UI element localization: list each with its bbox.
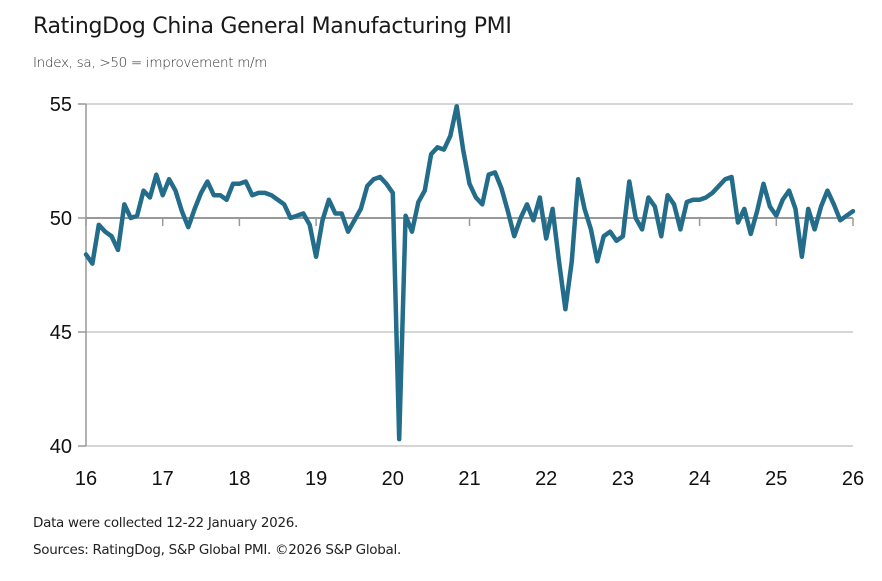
x-tick-label: 22: [535, 468, 557, 490]
line-layer: [83, 104, 856, 442]
series-line-pmi: [83, 104, 856, 442]
chart-subtitle: Index, sa, >50 = improvement m/m: [33, 55, 268, 71]
axis-layer: [78, 103, 854, 447]
y-tick-label: 45: [50, 322, 72, 344]
x-tick-label: 25: [765, 468, 787, 490]
x-tick-label: 16: [75, 468, 97, 490]
x-tick-label: 18: [228, 468, 250, 490]
x-tick-label: 19: [305, 468, 327, 490]
sources-note: Sources: RatingDog, S&P Global PMI. ©202…: [33, 542, 401, 558]
y-tick-label: 50: [50, 208, 72, 230]
x-tick-label: 23: [612, 468, 634, 490]
x-tick-label: 17: [152, 468, 174, 490]
chart-title: RatingDog China General Manufacturing PM…: [33, 14, 512, 39]
grid-layer: [86, 103, 853, 447]
data-collection-note: Data were collected 12-22 January 2026.: [33, 515, 299, 531]
y-tick-label: 40: [50, 436, 72, 458]
label-layer: 40 45 50 55 16 17 18 19 20 21 22 23 24 25 26: [50, 94, 864, 490]
y-tick-label: 55: [50, 94, 72, 116]
x-tick-label: 20: [382, 468, 404, 490]
x-tick-label: 21: [458, 468, 480, 490]
x-tick-label: 26: [842, 468, 864, 490]
x-tick-label: 24: [688, 468, 710, 490]
